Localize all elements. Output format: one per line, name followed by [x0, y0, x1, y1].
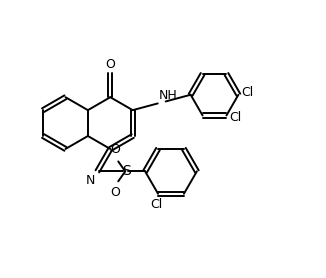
Text: N: N	[86, 174, 96, 187]
Text: NH: NH	[159, 90, 177, 103]
Text: Cl: Cl	[230, 111, 242, 124]
Text: Cl: Cl	[241, 86, 254, 99]
Text: O: O	[110, 186, 120, 199]
Text: O: O	[105, 58, 115, 71]
Text: Cl: Cl	[150, 198, 162, 211]
Text: O: O	[110, 143, 120, 157]
Text: S: S	[122, 164, 131, 178]
